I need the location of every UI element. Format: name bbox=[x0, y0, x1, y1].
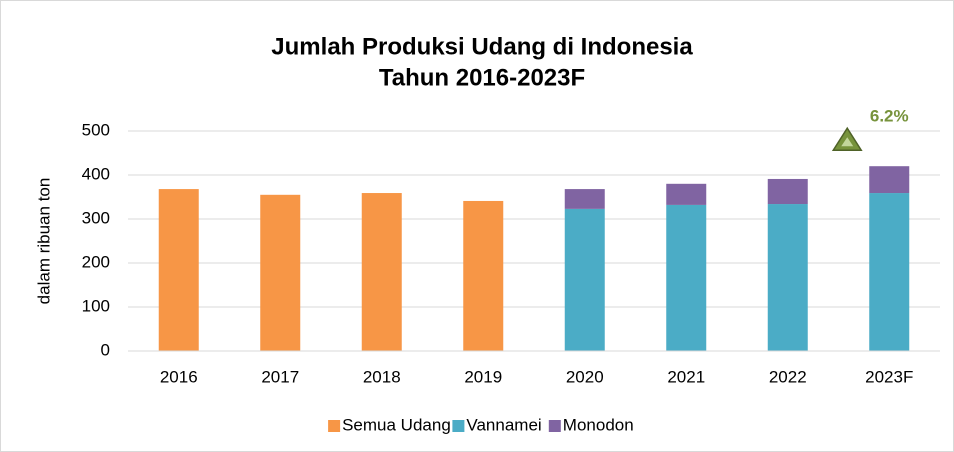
y-axis-label: dalam ribuan ton bbox=[34, 178, 53, 305]
bar-segment bbox=[767, 204, 808, 351]
bar-segment bbox=[869, 166, 910, 194]
legend-swatch bbox=[328, 420, 341, 432]
x-tick-label: 2017 bbox=[261, 367, 299, 386]
y-tick-label: 400 bbox=[82, 164, 110, 183]
chart-title: Tahun 2016-2023F bbox=[379, 64, 585, 91]
x-tick-label: 2019 bbox=[464, 367, 502, 386]
bar-segment bbox=[767, 178, 808, 205]
annotation: 6.2% bbox=[870, 107, 909, 126]
bar-segment bbox=[158, 189, 199, 351]
y-tick-label: 200 bbox=[82, 252, 110, 271]
bar-segment bbox=[361, 193, 402, 351]
x-tick-label: 2023F bbox=[865, 367, 913, 386]
legend-swatch bbox=[548, 420, 561, 432]
legend-swatch bbox=[452, 420, 465, 432]
y-tick-label: 0 bbox=[101, 340, 110, 359]
x-tick-label: 2018 bbox=[363, 367, 401, 386]
x-tick-label: 2022 bbox=[769, 367, 807, 386]
x-tick-label: 2021 bbox=[667, 367, 705, 386]
bar-segment bbox=[666, 183, 707, 205]
legend-label: Semua Udang bbox=[342, 415, 451, 434]
bar-segment bbox=[869, 193, 910, 351]
x-tick-label: 2020 bbox=[566, 367, 604, 386]
bar-segment bbox=[260, 194, 301, 351]
y-tick-label: 100 bbox=[82, 296, 110, 315]
bar-segment bbox=[564, 189, 605, 209]
legend-label: Vannamei bbox=[466, 415, 541, 434]
x-tick-label: 2016 bbox=[160, 367, 198, 386]
annotation-arrow-inner bbox=[841, 137, 854, 147]
y-tick-label: 300 bbox=[82, 208, 110, 227]
bar-segment bbox=[463, 200, 504, 351]
bar-segment bbox=[666, 204, 707, 351]
chart-title: Jumlah Produksi Udang di Indonesia bbox=[271, 33, 693, 60]
y-tick-label: 500 bbox=[82, 120, 110, 139]
legend-label: Monodon bbox=[563, 415, 634, 434]
bar-segment bbox=[564, 208, 605, 351]
